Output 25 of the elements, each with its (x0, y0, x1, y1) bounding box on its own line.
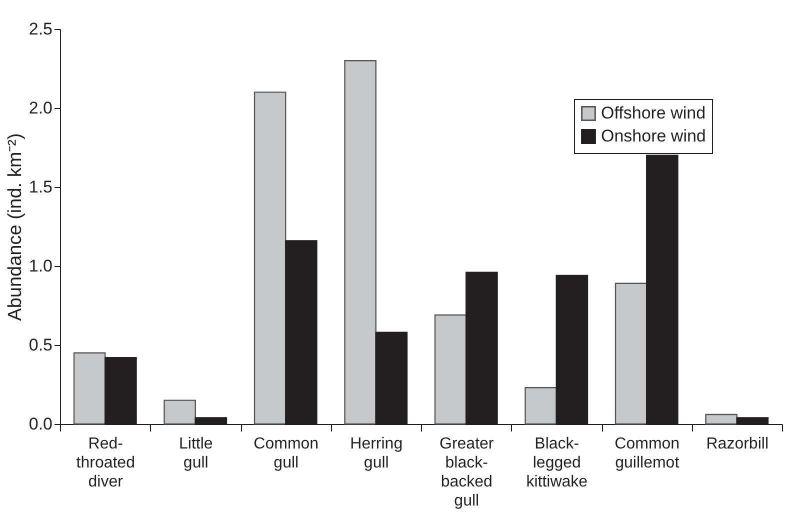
bar (164, 400, 196, 425)
legend-label: Offshore wind (601, 104, 706, 122)
y-tick-label: 2.0 (28, 98, 52, 118)
x-tick-label: Common guillemot (614, 436, 680, 472)
y-axis-title: Abundance (ind. km⁻²) (4, 133, 26, 321)
y-tick-label: 0.0 (28, 414, 52, 434)
y-tick-label: 1.0 (28, 256, 52, 276)
x-tick-label: Common gull (254, 436, 319, 472)
bar (434, 314, 467, 425)
x-tick-label: Greater black-backed gull (440, 436, 494, 510)
y-tick-label: 1.5 (28, 178, 52, 196)
x-tick-label: Herring gull (350, 436, 403, 472)
bar (254, 92, 286, 425)
bar (614, 282, 648, 425)
legend-label: Onshore wind (601, 126, 706, 146)
x-tick-label: Little gull (178, 436, 213, 472)
bar (73, 352, 106, 425)
bar (705, 414, 738, 425)
x-tick-label: Razorbill (706, 436, 768, 452)
bar (344, 60, 376, 425)
x-tick-label: Black-legged kittiwake (526, 436, 588, 490)
bar (524, 387, 557, 425)
y-tick-label: 0.5 (28, 336, 52, 354)
x-tick-label: Red-throated diver (76, 436, 135, 490)
y-tick-label: 2.5 (28, 20, 52, 38)
